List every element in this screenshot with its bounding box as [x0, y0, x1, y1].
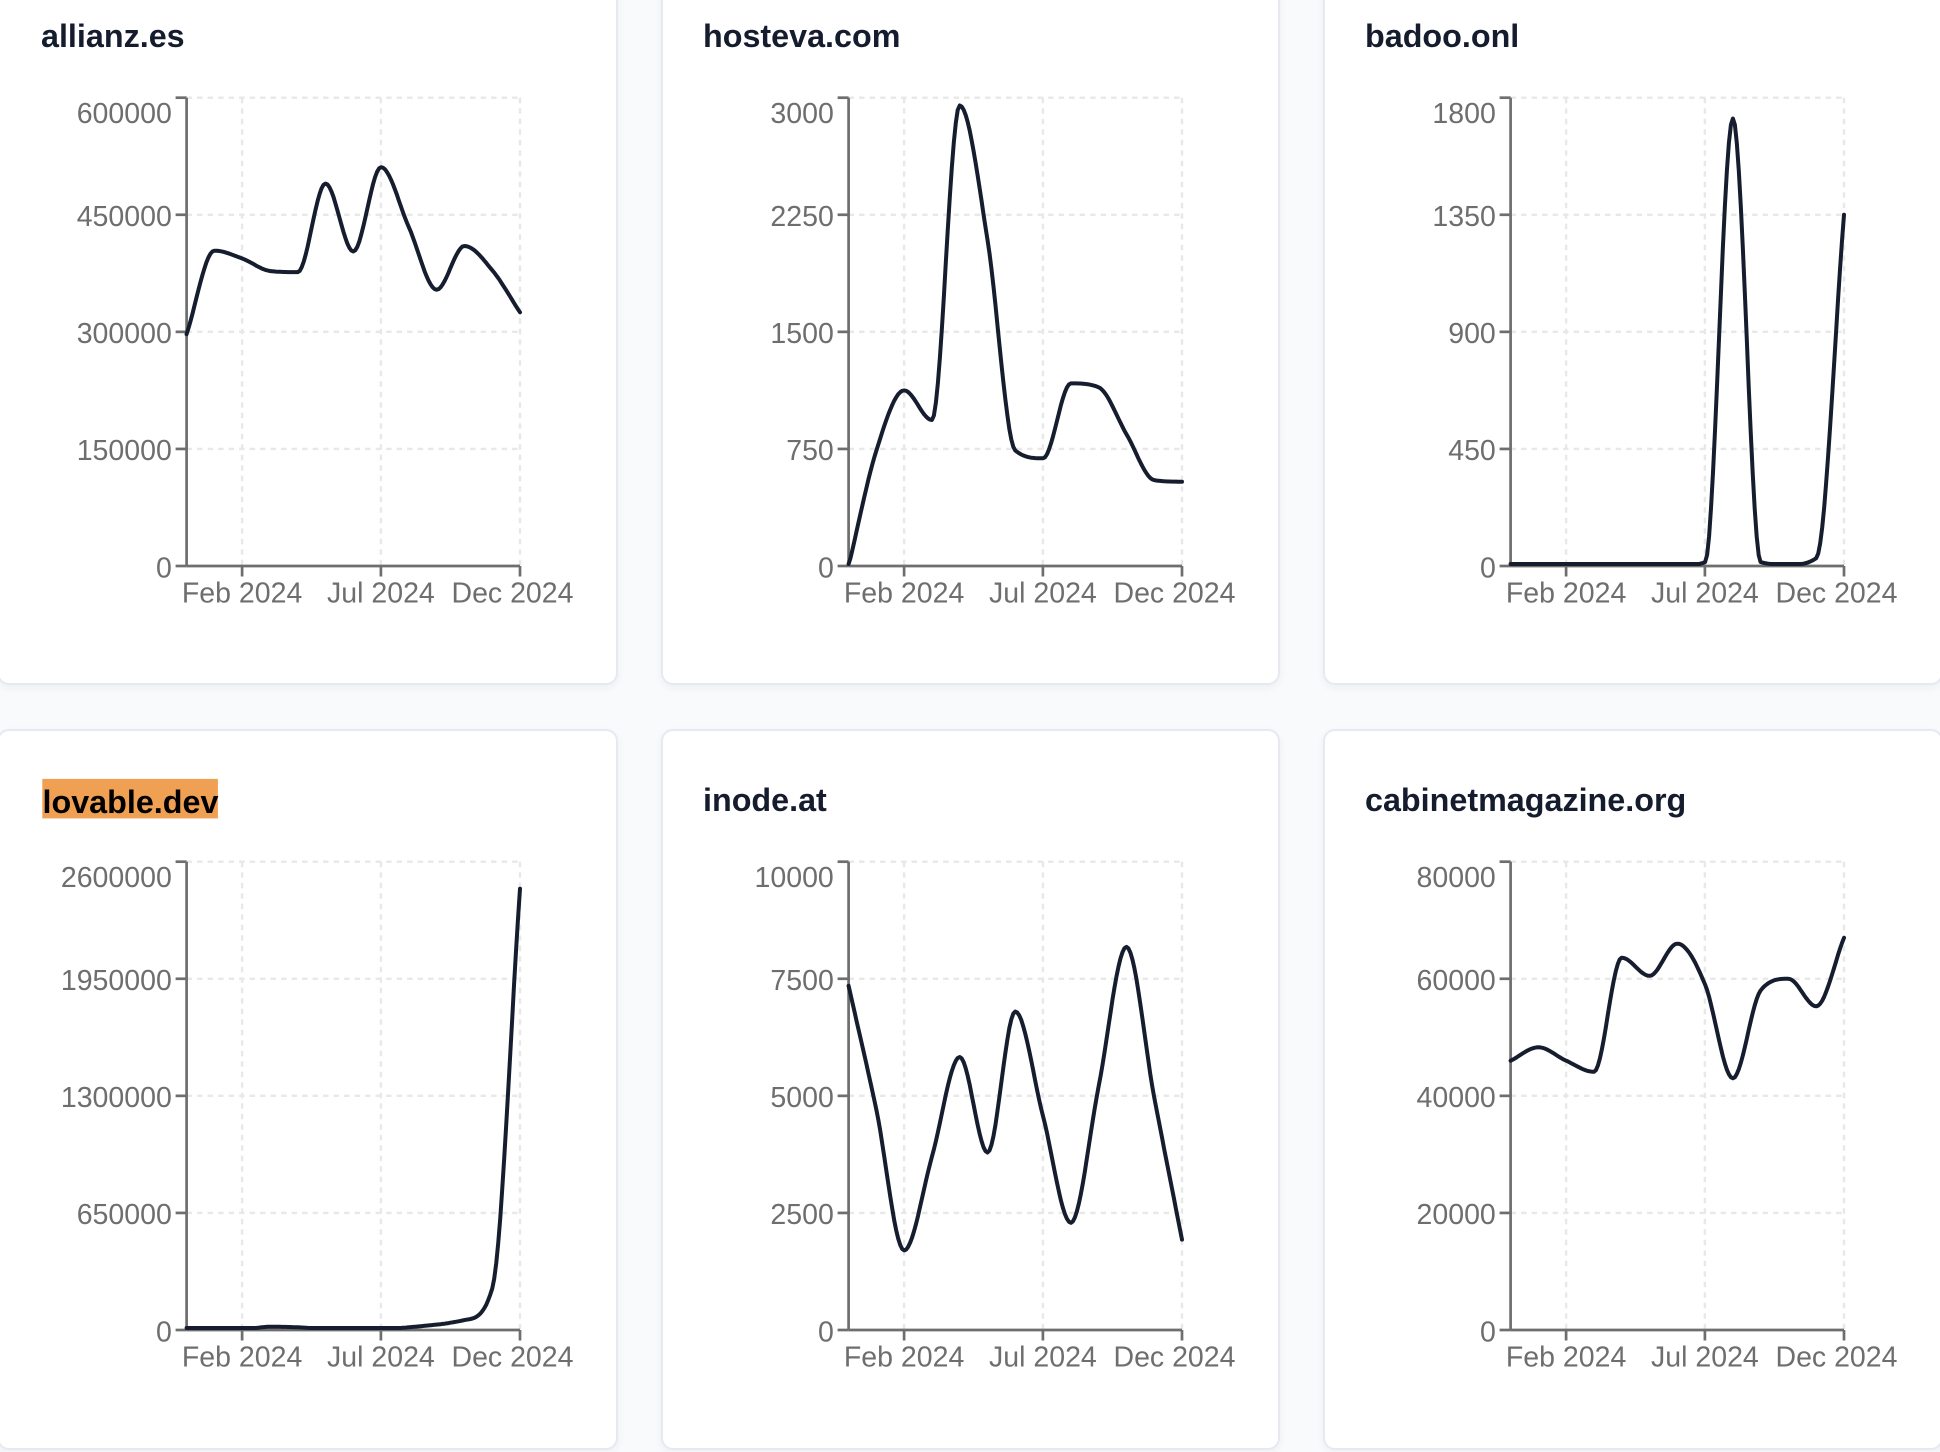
svg-text:3000: 3000 — [771, 98, 834, 130]
svg-text:750: 750 — [787, 436, 835, 468]
svg-text:0: 0 — [818, 1316, 834, 1348]
svg-text:allianz.es: allianz.es — [41, 18, 185, 54]
svg-text:1500: 1500 — [771, 318, 834, 350]
svg-text:inode.at: inode.at — [703, 782, 827, 818]
svg-text:0: 0 — [156, 1316, 172, 1348]
svg-text:Dec 2024: Dec 2024 — [1114, 578, 1236, 610]
svg-text:Feb 2024: Feb 2024 — [182, 578, 303, 610]
svg-text:10000: 10000 — [755, 862, 834, 894]
svg-text:0: 0 — [1480, 553, 1496, 585]
svg-text:450000: 450000 — [77, 201, 172, 233]
svg-text:150000: 150000 — [77, 436, 172, 468]
svg-text:1300000: 1300000 — [61, 1082, 172, 1114]
svg-text:0: 0 — [818, 553, 834, 585]
svg-text:Feb 2024: Feb 2024 — [844, 1341, 965, 1373]
svg-text:1950000: 1950000 — [61, 965, 172, 997]
svg-text:1800: 1800 — [1432, 98, 1495, 130]
svg-text:Jul 2024: Jul 2024 — [989, 1341, 1097, 1373]
svg-text:600000: 600000 — [77, 98, 172, 130]
svg-text:Dec 2024: Dec 2024 — [452, 578, 574, 610]
svg-text:20000: 20000 — [1416, 1199, 1495, 1231]
svg-text:2500: 2500 — [771, 1199, 834, 1231]
svg-text:lovable.dev: lovable.dev — [43, 784, 219, 820]
svg-text:Jul 2024: Jul 2024 — [1651, 1341, 1759, 1373]
svg-text:Jul 2024: Jul 2024 — [1651, 578, 1759, 610]
svg-text:Jul 2024: Jul 2024 — [327, 578, 435, 610]
svg-text:Feb 2024: Feb 2024 — [1506, 1341, 1627, 1373]
svg-text:Feb 2024: Feb 2024 — [1506, 578, 1627, 610]
svg-text:badoo.onl: badoo.onl — [1365, 18, 1519, 54]
svg-text:7500: 7500 — [771, 965, 834, 997]
svg-text:300000: 300000 — [77, 318, 172, 350]
svg-text:1350: 1350 — [1432, 201, 1495, 233]
svg-text:900: 900 — [1448, 318, 1496, 350]
svg-text:60000: 60000 — [1416, 965, 1495, 997]
svg-text:Dec 2024: Dec 2024 — [1775, 578, 1897, 610]
svg-text:hosteva.com: hosteva.com — [703, 18, 900, 54]
svg-text:Dec 2024: Dec 2024 — [1114, 1341, 1236, 1373]
svg-text:5000: 5000 — [771, 1082, 834, 1114]
svg-text:Jul 2024: Jul 2024 — [327, 1341, 435, 1373]
svg-text:Jul 2024: Jul 2024 — [989, 578, 1097, 610]
svg-text:Dec 2024: Dec 2024 — [452, 1341, 574, 1373]
svg-text:650000: 650000 — [77, 1199, 172, 1231]
svg-text:Dec 2024: Dec 2024 — [1775, 1341, 1897, 1373]
svg-text:Feb 2024: Feb 2024 — [182, 1341, 303, 1373]
svg-text:450: 450 — [1448, 436, 1496, 468]
svg-text:40000: 40000 — [1416, 1082, 1495, 1114]
svg-text:2600000: 2600000 — [61, 862, 172, 894]
svg-text:0: 0 — [156, 553, 172, 585]
svg-text:0: 0 — [1480, 1316, 1496, 1348]
svg-text:80000: 80000 — [1416, 862, 1495, 894]
svg-text:2250: 2250 — [771, 201, 834, 233]
svg-text:Feb 2024: Feb 2024 — [844, 578, 965, 610]
svg-text:cabinetmagazine.org: cabinetmagazine.org — [1365, 782, 1686, 818]
